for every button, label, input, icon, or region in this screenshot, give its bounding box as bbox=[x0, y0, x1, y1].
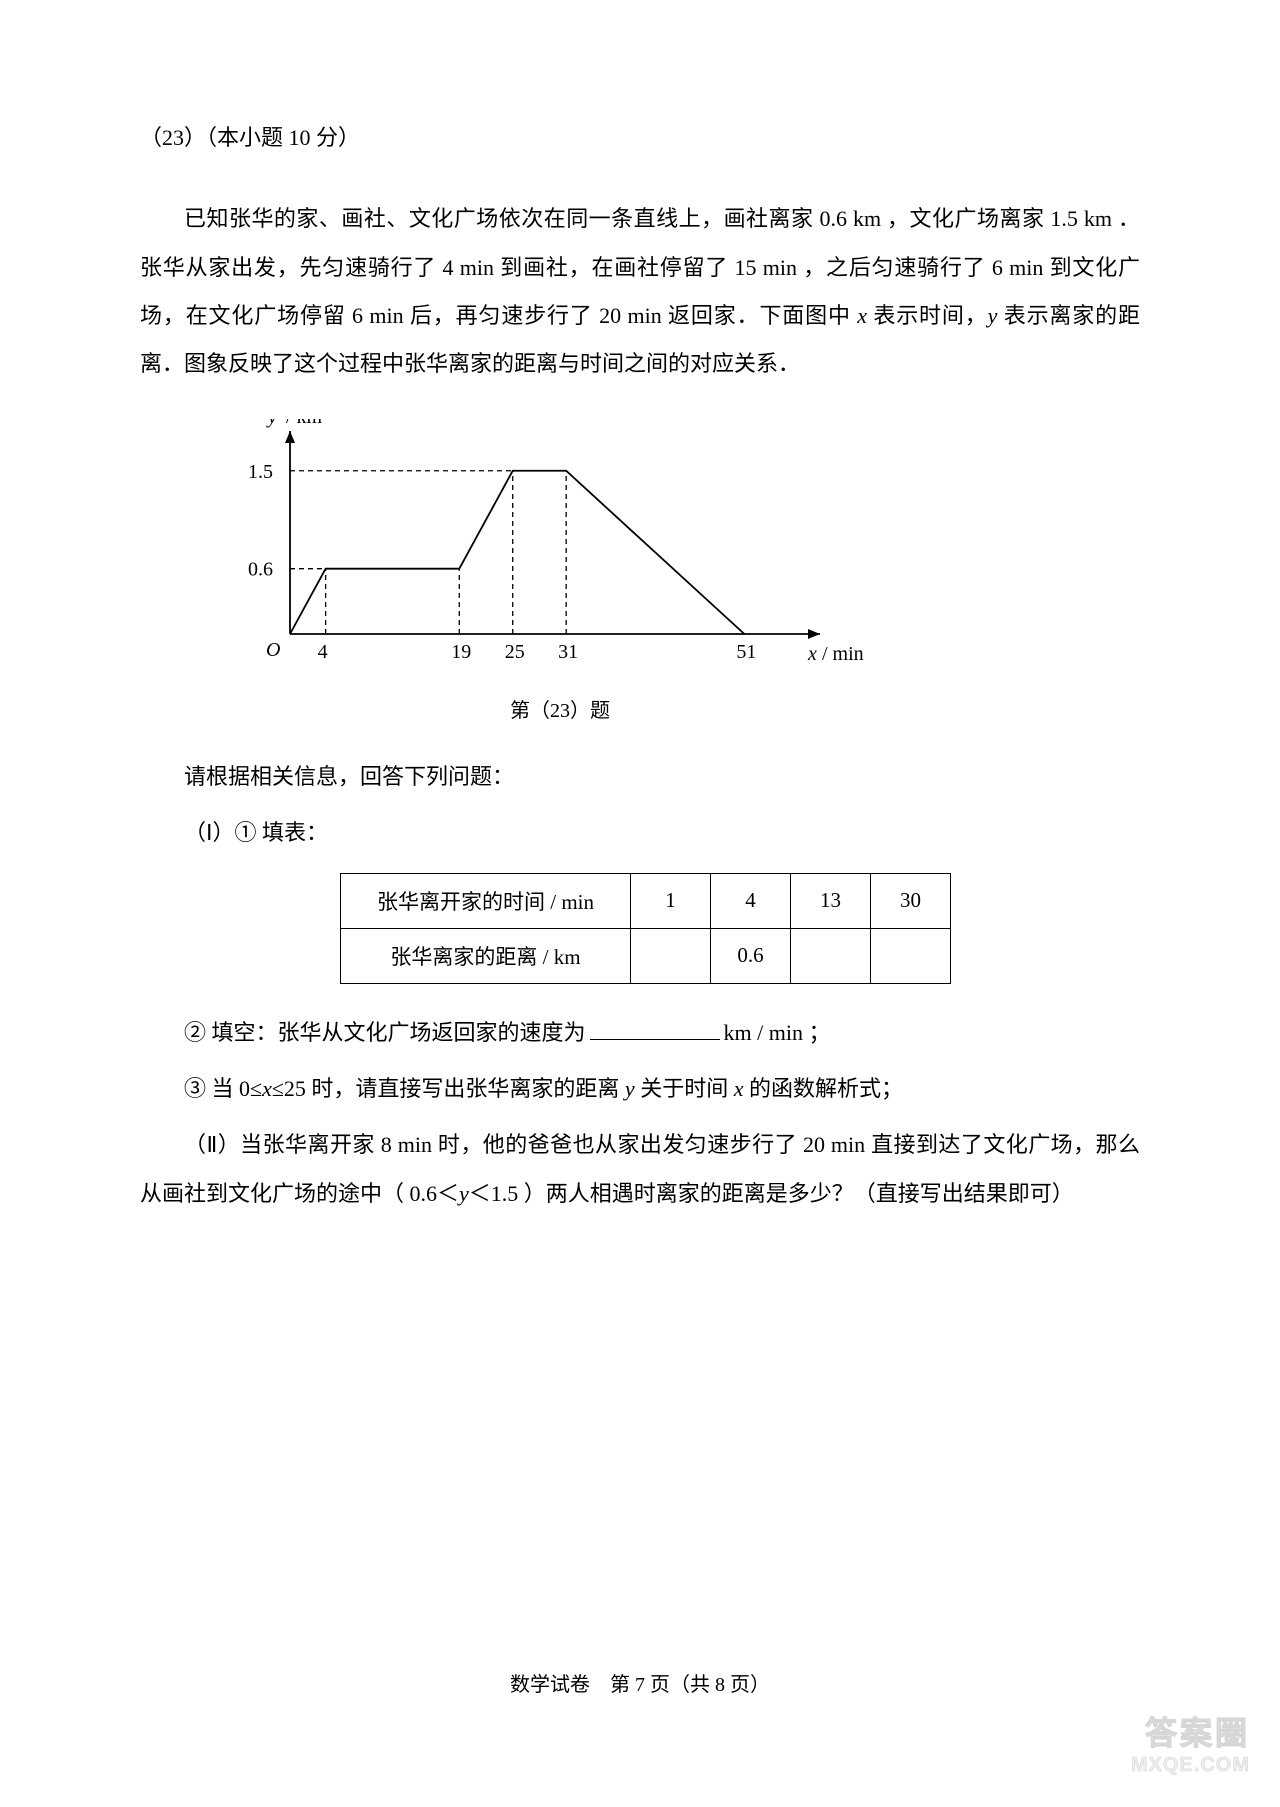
watermark: 答案圈 MXQE.COM bbox=[1131, 1708, 1250, 1777]
sub2-unit: km / min ； bbox=[724, 1020, 831, 1045]
svg-text:0.6: 0.6 bbox=[248, 558, 273, 580]
table-cell bbox=[631, 928, 711, 983]
instruction-text: 请根据相关信息，回答下列问题： bbox=[140, 753, 1140, 801]
page-footer: 数学试卷 第 7 页（共 8 页） bbox=[0, 1668, 1280, 1697]
distance-time-graph: y / km x/ min O 0.6 1.5 4 19 25 31 51 bbox=[220, 419, 940, 679]
svg-text:O: O bbox=[266, 639, 280, 661]
watermark-top: 答案圈 bbox=[1131, 1708, 1250, 1754]
part1-label: （Ⅰ）① 填表： bbox=[140, 809, 1140, 857]
svg-text:31: 31 bbox=[558, 641, 578, 663]
question-body: 已知张华的家、画社、文化广场依次在同一条直线上，画社离家 0.6 km ，文化广… bbox=[140, 195, 1140, 389]
svg-text:19: 19 bbox=[451, 641, 471, 663]
table-cell: 0.6 bbox=[711, 928, 791, 983]
table-cell bbox=[791, 928, 871, 983]
chart-caption: 第（23）题 bbox=[270, 694, 850, 723]
chart: y / km x/ min O 0.6 1.5 4 19 25 31 51 bbox=[220, 419, 1140, 684]
sub-question-3: ③ 当 0≤x≤25 时，请直接写出张华离家的距离 y 关于时间 x 的函数解析… bbox=[140, 1065, 1140, 1113]
table-row: 张华离开家的时间 / min 1 4 13 30 bbox=[341, 873, 951, 928]
table-cell bbox=[871, 928, 951, 983]
exam-page: （23）（本小题 10 分） 已知张华的家、画社、文化广场依次在同一条直线上，画… bbox=[0, 0, 1280, 1298]
fill-blank bbox=[590, 1039, 720, 1040]
row-label: 张华离开家的时间 / min bbox=[341, 873, 631, 928]
svg-text:y: y bbox=[266, 419, 277, 428]
table-cell: 13 bbox=[791, 873, 871, 928]
table-cell: 1 bbox=[631, 873, 711, 928]
watermark-bottom: MXQE.COM bbox=[1131, 1754, 1250, 1777]
svg-text:x: x bbox=[807, 643, 817, 665]
table-cell: 4 bbox=[711, 873, 791, 928]
sub-question-2: ② 填空：张华从文化广场返回家的速度为 km / min ； bbox=[140, 1009, 1140, 1057]
row-label: 张华离家的距离 / km bbox=[341, 928, 631, 983]
svg-text:/ km: / km bbox=[286, 419, 323, 428]
svg-text:/ min: / min bbox=[822, 643, 864, 665]
table-cell: 30 bbox=[871, 873, 951, 928]
sub2-text: ② 填空：张华从文化广场返回家的速度为 bbox=[184, 1020, 586, 1045]
data-table: 张华离开家的时间 / min 1 4 13 30 张华离家的距离 / km 0.… bbox=[340, 873, 1140, 984]
svg-text:25: 25 bbox=[505, 641, 525, 663]
svg-text:1.5: 1.5 bbox=[248, 461, 273, 483]
svg-text:51: 51 bbox=[736, 641, 756, 663]
svg-text:4: 4 bbox=[318, 641, 328, 663]
question-number: （23）（本小题 10 分） bbox=[140, 120, 1140, 155]
part2-question: （Ⅱ）当张华离开家 8 min 时，他的爸爸也从家出发匀速步行了 20 min … bbox=[140, 1121, 1140, 1218]
table-row: 张华离家的距离 / km 0.6 bbox=[341, 928, 951, 983]
